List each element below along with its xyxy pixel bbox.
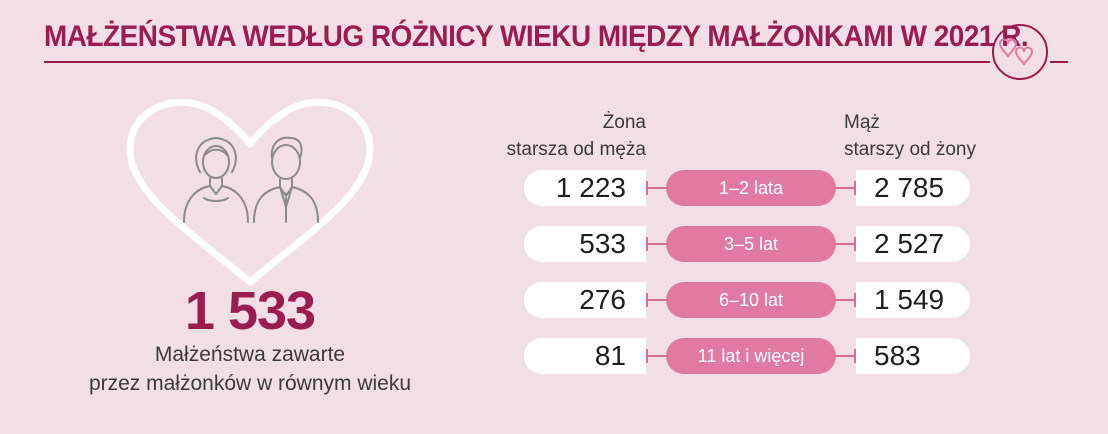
husband-older-header-line1: Mąż	[844, 112, 880, 133]
husband-older-value: 2 785	[874, 172, 945, 203]
connector-cap	[854, 237, 856, 251]
connector-line	[646, 355, 668, 357]
hearts-badge-icon	[992, 24, 1048, 80]
equal-age-caption-line1: Małżeństwa zawarte	[154, 343, 346, 366]
husband-older-header: Mąż starszy od żony	[844, 109, 1014, 163]
title-underline-end	[1050, 61, 1068, 63]
table-row: 533 3–5 lat 2 527	[0, 226, 1108, 262]
connector-line	[834, 355, 856, 357]
age-gap-label: 6–10 lat	[666, 282, 836, 318]
husband-older-box	[856, 170, 970, 206]
table-row: 81 11 lat i więcej 583	[0, 338, 1108, 374]
wife-older-box	[524, 282, 646, 318]
connector-line	[834, 243, 856, 245]
husband-older-box	[856, 226, 970, 262]
wife-older-box	[524, 226, 646, 262]
wife-older-box	[524, 170, 646, 206]
connector-cap	[854, 293, 856, 307]
equal-age-caption: Małżeństwa zawarte przez małżonków w rów…	[0, 340, 500, 398]
wife-older-box	[524, 338, 646, 374]
wife-older-value: 1 223	[555, 172, 626, 203]
husband-older-box	[856, 338, 970, 374]
husband-older-value: 1 549	[874, 284, 945, 315]
heart-outline-icon	[126, 98, 374, 286]
age-gap-label: 11 lat i więcej	[666, 338, 836, 374]
equal-age-caption-line2: przez małżonków w równym wieku	[88, 372, 412, 395]
wife-older-value: 533	[579, 228, 626, 259]
table-row: 276 6–10 lat 1 549	[0, 282, 1108, 318]
couple-icon	[183, 136, 319, 223]
connector-line	[646, 299, 668, 301]
table-row: 1 223 1–2 lata 2 785	[0, 170, 1108, 206]
husband-older-box	[856, 282, 970, 318]
husband-older-value: 2 527	[874, 228, 945, 259]
connector-line	[646, 187, 668, 189]
husband-older-header-line2: starszy od żony	[844, 139, 976, 160]
equal-age-count: 1 533	[184, 281, 316, 341]
page-title: MAŁŻEŃSTWA WEDŁUG RÓŻNICY WIEKU MIĘDZY M…	[44, 20, 1029, 53]
wife-older-header-line2: starsza od męża	[506, 139, 646, 160]
connector-line	[834, 299, 856, 301]
connector-line	[646, 243, 668, 245]
wife-older-value: 81	[594, 340, 626, 371]
age-gap-label: 1–2 lata	[666, 170, 836, 206]
husband-older-value: 583	[874, 340, 921, 371]
wife-older-value: 276	[579, 284, 626, 315]
title-underline	[44, 61, 990, 63]
connector-cap	[854, 349, 856, 363]
wife-older-header-line1: Żona	[602, 112, 646, 133]
age-gap-label: 3–5 lat	[666, 226, 836, 262]
connector-cap	[854, 181, 856, 195]
wife-older-header: Żona starsza od męża	[500, 109, 646, 163]
connector-line	[834, 187, 856, 189]
